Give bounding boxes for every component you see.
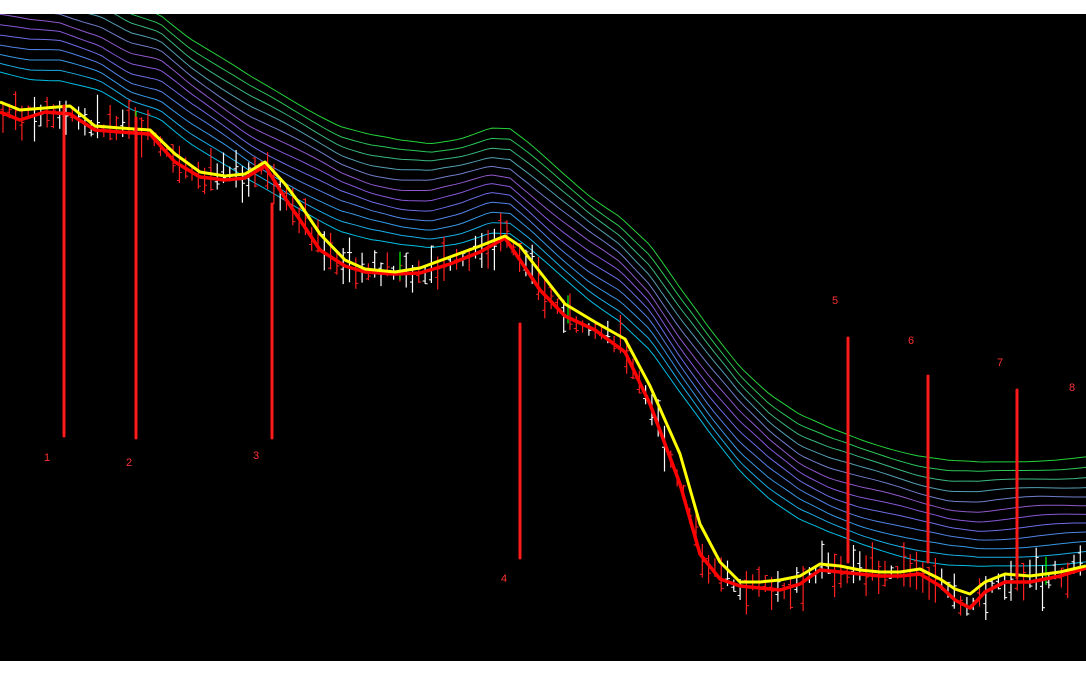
price-bar bbox=[491, 228, 497, 271]
price-bar bbox=[857, 551, 863, 581]
signal-label-7: 7 bbox=[997, 357, 1003, 369]
price-bar bbox=[1065, 562, 1071, 599]
ribbon-line-1 bbox=[0, 71, 1086, 567]
price-bar bbox=[542, 279, 548, 319]
price-bar bbox=[951, 573, 957, 609]
price-bar bbox=[239, 166, 245, 203]
signal-label-2: 2 bbox=[126, 457, 132, 469]
price-bar bbox=[139, 117, 145, 158]
ribbon-line-10 bbox=[113, 14, 1086, 482]
ribbon-line-2 bbox=[0, 62, 1086, 558]
chart-area: 1 2 3 4 5 6 7 8 bbox=[0, 14, 1086, 661]
price-bar bbox=[107, 104, 113, 141]
fast-ma-line bbox=[0, 100, 1086, 596]
price-bar bbox=[882, 560, 888, 587]
price-bar bbox=[19, 105, 25, 141]
price-bar bbox=[983, 576, 989, 620]
price-bar bbox=[498, 212, 504, 252]
price-bar bbox=[214, 163, 220, 190]
price-bar bbox=[246, 162, 252, 197]
price-bar bbox=[1040, 565, 1045, 611]
signal-label-4: 4 bbox=[501, 573, 507, 585]
price-bar bbox=[819, 540, 825, 579]
price-bar bbox=[706, 555, 712, 584]
signal-label-8: 8 bbox=[1069, 382, 1075, 394]
price-bar bbox=[901, 542, 907, 587]
signal-label-5: 5 bbox=[832, 295, 838, 307]
price-bar bbox=[1033, 547, 1039, 590]
price-bar bbox=[0, 101, 6, 133]
price-bar bbox=[832, 553, 838, 598]
price-bar bbox=[788, 577, 793, 610]
price-bar bbox=[353, 257, 359, 289]
slow-ma-line bbox=[0, 110, 1086, 610]
price-bar bbox=[958, 595, 964, 616]
ribbon-line-5 bbox=[0, 34, 1086, 532]
ribbon-line-7 bbox=[0, 14, 1086, 513]
ribbon-line-12 bbox=[155, 14, 1086, 463]
ribbon-lines bbox=[0, 14, 1086, 567]
ribbon-line-11 bbox=[130, 14, 1086, 472]
price-chart: 1 2 3 4 5 6 7 8 bbox=[0, 14, 1086, 620]
price-bar bbox=[989, 579, 995, 593]
price-bar bbox=[328, 232, 334, 270]
price-bar bbox=[794, 567, 800, 593]
price-bar bbox=[743, 571, 749, 615]
price-bar bbox=[233, 150, 239, 188]
price-bar bbox=[1002, 573, 1008, 600]
price-bar bbox=[573, 316, 579, 333]
ribbon-line-6 bbox=[0, 24, 1086, 523]
price-bar bbox=[334, 251, 340, 275]
price-bar bbox=[208, 148, 214, 191]
ribbon-line-4 bbox=[0, 44, 1086, 541]
ribbon-line-8 bbox=[53, 14, 1086, 503]
price-bar bbox=[1046, 573, 1052, 589]
price-bar bbox=[221, 152, 226, 184]
price-bar bbox=[347, 237, 352, 283]
price-bar bbox=[13, 91, 19, 131]
moving-averages bbox=[0, 100, 1086, 610]
ribbon-line-3 bbox=[0, 54, 1086, 550]
price-bar bbox=[851, 544, 856, 584]
signal-label-1: 1 bbox=[44, 452, 50, 464]
signal-label-6: 6 bbox=[908, 335, 914, 347]
signal-label-3: 3 bbox=[253, 450, 259, 462]
price-bar bbox=[422, 266, 428, 285]
ribbon-line-9 bbox=[87, 14, 1086, 493]
price-bar bbox=[536, 257, 541, 300]
signal-markers: 1 2 3 4 5 6 7 8 bbox=[44, 104, 1075, 585]
price-bar bbox=[32, 96, 37, 142]
price-bar bbox=[775, 570, 781, 602]
